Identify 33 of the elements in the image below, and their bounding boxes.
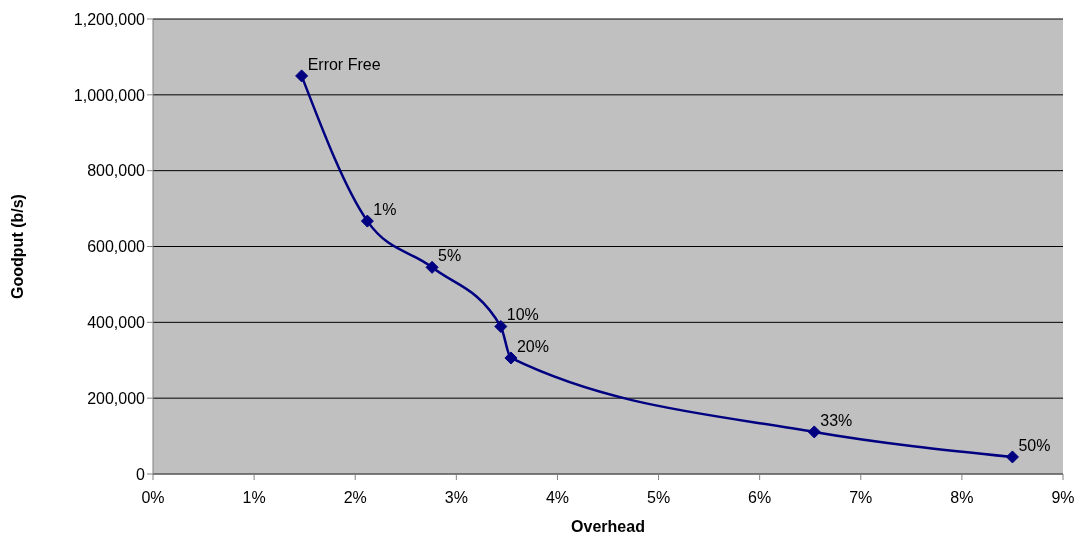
x-tick-label: 2% bbox=[343, 489, 367, 507]
y-tick-label: 600,000 bbox=[87, 238, 146, 256]
x-tick-label: 8% bbox=[950, 489, 974, 507]
x-axis-title: Overhead bbox=[571, 518, 645, 535]
annotation: 50% bbox=[1018, 436, 1051, 454]
y-tick-label: 0 bbox=[136, 465, 146, 483]
annotation: 5% bbox=[438, 247, 462, 265]
y-tick-label: 400,000 bbox=[87, 314, 146, 332]
annotation: Error Free bbox=[307, 55, 381, 73]
y-tick-label: 1,200,000 bbox=[73, 10, 146, 28]
point bbox=[425, 260, 439, 274]
point bbox=[504, 351, 518, 365]
annotation: 20% bbox=[516, 337, 549, 355]
y-tick-label: 800,000 bbox=[87, 162, 146, 180]
x-tick-label: 4% bbox=[545, 489, 570, 507]
annotation: 10% bbox=[506, 306, 539, 324]
annotation: 1% bbox=[373, 200, 397, 218]
x-tick-label: 3% bbox=[444, 489, 468, 507]
x-tick-label: 0% bbox=[141, 489, 165, 507]
x-tick-label: 9% bbox=[1051, 489, 1075, 507]
annotation: 33% bbox=[820, 411, 853, 429]
y-tick-label: 200,000 bbox=[87, 389, 146, 407]
point bbox=[494, 320, 508, 333]
x-tick-label: 6% bbox=[748, 489, 772, 507]
x-tick-label: 1% bbox=[242, 489, 266, 507]
y-tick-label: 1,000,000 bbox=[73, 86, 146, 104]
point bbox=[1005, 450, 1019, 464]
x-tick-label: 5% bbox=[646, 489, 671, 507]
y-axis-title: Goodput (b/s) bbox=[8, 194, 26, 299]
x-tick-label: 7% bbox=[849, 489, 873, 507]
point bbox=[295, 69, 309, 83]
point bbox=[807, 425, 821, 439]
point bbox=[360, 214, 374, 228]
